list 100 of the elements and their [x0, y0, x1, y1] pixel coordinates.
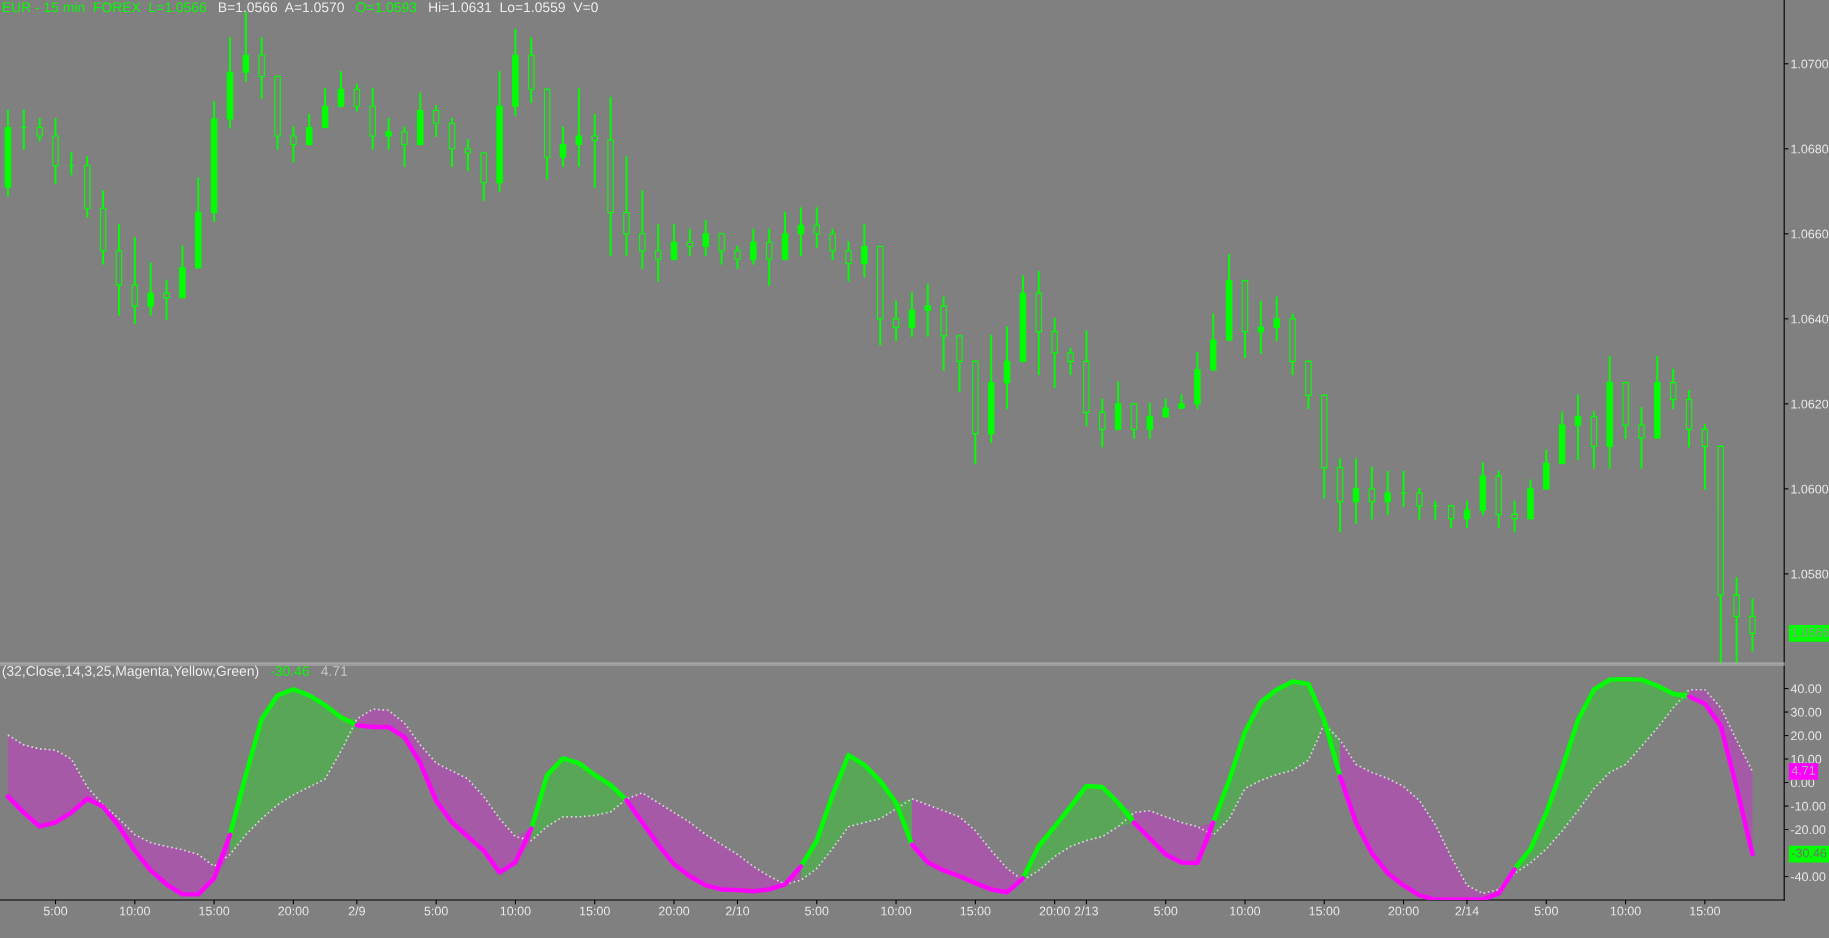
x-tick-label: 5:00: [424, 906, 448, 916]
candlestick: [1273, 296, 1280, 342]
x-tick-label: 10:00: [1230, 906, 1261, 916]
candlestick: [1447, 504, 1455, 529]
candlestick: [1257, 300, 1265, 354]
candlestick: [702, 220, 709, 257]
annotation: Hi=1.0631 Lo=1.0559 V=0: [429, 1, 598, 13]
x-tick-label: 2/14: [1455, 906, 1479, 916]
x-tick-label: 20:00: [1039, 906, 1070, 916]
candlestick: [813, 207, 821, 248]
candlestick: [718, 232, 725, 265]
y-tick-label: 40.00: [1790, 684, 1822, 694]
y-tick-label: 1.0580: [1791, 569, 1829, 579]
candlestick: [750, 228, 757, 265]
candlestick: [1003, 326, 1011, 410]
candlestick: [829, 228, 836, 261]
y-tick-label: 1.0640: [1791, 314, 1829, 324]
text: 4.71: [1791, 766, 1816, 775]
candlestick: [1463, 500, 1471, 529]
candlestick: [1098, 398, 1106, 448]
candlestick: [258, 37, 265, 99]
y-tick-label: 1.0680: [1791, 144, 1829, 154]
candlestick: [242, 11, 250, 82]
candlestick: [306, 113, 313, 146]
candlestick: [575, 88, 583, 167]
candlestick: [654, 224, 662, 282]
candlestick: [1749, 598, 1756, 652]
candlestick: [1352, 458, 1360, 524]
x-tick-label: 15:00: [1309, 906, 1340, 916]
candlestick: [670, 224, 678, 261]
candlestick: [353, 84, 361, 112]
x-tick-label: 2/13: [1074, 906, 1098, 916]
x-tick-label: 20:00: [1388, 906, 1419, 916]
y-tick-label: 1.0660: [1791, 229, 1829, 239]
candlestick: [892, 300, 900, 342]
x-tick-label: 15:00: [960, 906, 991, 916]
x-tick-label: 5:00: [43, 906, 68, 916]
candlestick: [623, 156, 630, 257]
candlestick: [131, 237, 139, 325]
candlestick: [1574, 394, 1582, 461]
candlestick: [1051, 317, 1058, 388]
y-tick-label: 10.00: [1791, 754, 1822, 764]
text: 1.0566: [1792, 627, 1829, 637]
candlestick: [765, 228, 773, 286]
candlestick: [1146, 402, 1154, 439]
y-tick-label: 1.0700: [1791, 59, 1829, 69]
candlestick: [845, 241, 852, 282]
candlestick: [1638, 407, 1645, 469]
candlestick: [1416, 487, 1423, 520]
candlestick: [1733, 577, 1740, 664]
candlestick: [1368, 466, 1376, 520]
candlestick: [432, 105, 440, 137]
x-tick-label: 5:00: [1154, 906, 1178, 916]
candlestick: [385, 118, 392, 150]
x-tick-label: 5:00: [1534, 906, 1558, 916]
x-tick-label: 15:00: [580, 906, 610, 916]
candlestick: [147, 262, 154, 316]
candlestick: [163, 279, 170, 320]
x-tick-label: 20:00: [659, 906, 690, 916]
candlestick: [591, 113, 598, 189]
candlestick: [1511, 500, 1518, 533]
candlestick: [861, 224, 868, 278]
y-tick-label: 20.00: [1791, 731, 1822, 741]
candlestick: [734, 245, 741, 269]
candlestick: [36, 118, 43, 142]
candlestick: [337, 71, 345, 108]
y-tick-label: 1.0620: [1791, 399, 1829, 409]
x-tick-label: 10:00: [120, 906, 150, 916]
x-tick-label: 15:00: [199, 906, 230, 916]
y-tick-label: 30.00: [1790, 707, 1822, 717]
x-tick-label: 5:00: [805, 906, 829, 916]
x-tick-label: 15:00: [1690, 906, 1721, 916]
annotation: -30.46: [270, 666, 310, 676]
candlestick: [464, 139, 472, 172]
x-tick-label: 2/9: [348, 906, 365, 916]
annotation: B=1.0566 A=1.0570: [218, 2, 344, 13]
text: -30.46: [1791, 848, 1827, 858]
x-tick-label: 10:00: [881, 906, 912, 916]
candlestick: [924, 283, 932, 337]
y-tick-label: -40.00: [1790, 872, 1826, 882]
candlestick: [1384, 470, 1391, 516]
y-tick-label: -10.00: [1790, 801, 1826, 811]
candlestick: [401, 126, 408, 167]
x-tick-label: 2/10: [725, 906, 750, 916]
candlestick: [908, 292, 916, 337]
x-tick-label: 10:00: [1610, 906, 1641, 916]
candlestick: [321, 88, 329, 129]
chart-title: (32,Close,14,3,25,Magenta,Yellow,Green): [2, 665, 259, 679]
y-tick-label: -20.00: [1790, 825, 1826, 835]
x-tick-label: 10:00: [500, 906, 531, 916]
x-tick-label: 20:00: [278, 906, 309, 916]
y-tick-label: 1.0600: [1791, 484, 1829, 494]
annotation: O=1.0593: [356, 2, 417, 13]
candlestick: [639, 190, 646, 269]
candlestick: [1669, 368, 1677, 410]
candlestick: [1067, 347, 1074, 376]
candlestick: [559, 126, 567, 167]
candlestick: [290, 126, 297, 163]
chart-title: EUR - 15 min FOREX L=1.0566: [2, 1, 207, 13]
candlestick: [1701, 424, 1709, 490]
